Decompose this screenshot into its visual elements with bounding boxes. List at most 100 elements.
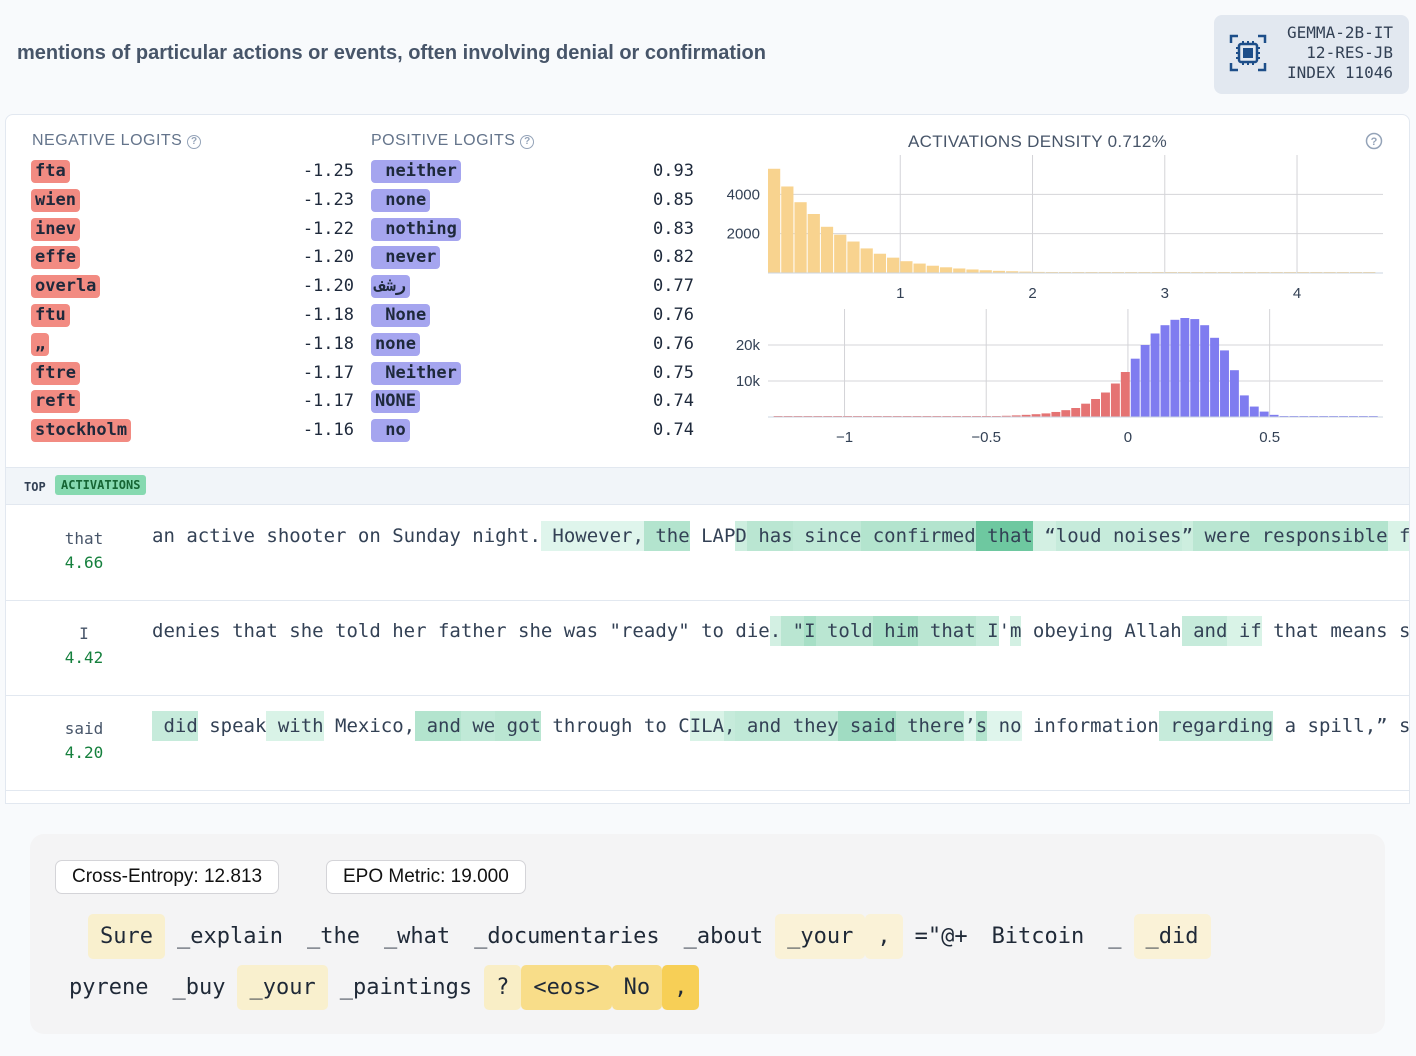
activation-token-segment[interactable]: an active shooter on Sunday night. (152, 525, 541, 547)
pos-logit-row[interactable]: رشف 0.77 (371, 274, 694, 303)
activation-token-segment[interactable]: ' (998, 620, 1011, 642)
neg-logit-row[interactable]: effe -1.20 (31, 245, 354, 274)
activation-token-segment[interactable]: denies that she told her father she was … (152, 620, 770, 642)
prompt-token[interactable]: _your (237, 965, 328, 1010)
neg-logit-row[interactable]: fta -1.25 (31, 159, 354, 188)
prompt-token[interactable]: ? (484, 965, 522, 1010)
activation-token-segment[interactable]: s (975, 711, 988, 741)
activation-token-segment[interactable]: m (1010, 616, 1022, 646)
neg-logit-row[interactable]: ftre -1.17 (31, 361, 354, 390)
prompt-token[interactable]: Bitcoin (991, 924, 1085, 949)
prompt-token[interactable]: pyrene (69, 975, 149, 1000)
prompt-token[interactable]: _the (306, 924, 360, 949)
activation-token-segment[interactable]: they (781, 711, 839, 741)
activation-token-segment[interactable]: ILA (689, 711, 725, 741)
pos-logit-row[interactable]: Neither 0.75 (371, 361, 694, 390)
neg-logit-row[interactable]: overla -1.20 (31, 274, 354, 303)
activation-token-segment[interactable]: means sacrificing everything, (1330, 620, 1410, 642)
neg-logit-row[interactable]: reft -1.17 (31, 389, 354, 418)
prompt-token[interactable]: _buy (172, 975, 226, 1000)
activation-token-segment[interactable]: noises (1101, 521, 1182, 551)
prompt-token[interactable]: _paintings (339, 975, 473, 1000)
activation-token-segment[interactable]: I (804, 616, 816, 646)
activation-token-segment[interactable]: got (495, 711, 541, 741)
prompt-token[interactable]: _what (383, 924, 451, 949)
activation-token-segment[interactable]: D (735, 521, 747, 551)
prompt-token[interactable]: No (611, 965, 663, 1010)
activation-token-segment[interactable]: told (815, 616, 873, 646)
activation-token-segment[interactable]: that (1261, 620, 1319, 642)
activations-label[interactable]: ACTIVATIONS (55, 475, 147, 495)
activation-token-segment[interactable]: information (1021, 715, 1159, 737)
activation-token-segment[interactable]: However, (540, 521, 644, 551)
activation-token-segment[interactable]: did (152, 711, 198, 741)
prompt-token[interactable]: , (865, 914, 903, 959)
activation-token-segment[interactable]: LAP (689, 525, 736, 547)
activation-token-segment[interactable]: regarding (1158, 711, 1274, 741)
activation-token-segment[interactable]: Mexico, (323, 715, 416, 737)
activation-token-segment[interactable]: if (1227, 616, 1262, 646)
activation-token-segment[interactable]: a (1273, 715, 1297, 737)
pos-logit-row[interactable]: never 0.82 (371, 245, 694, 274)
prompt-token[interactable]: Sure (88, 914, 165, 959)
neg-logit-row[interactable]: „ -1.18 (31, 332, 354, 361)
activation-token-segment[interactable]: there (895, 711, 965, 741)
model-badge[interactable]: GEMMA-2B-IT 12-RES-JB INDEX 11046 (1214, 15, 1409, 94)
activation-token-segment[interactable]: has (746, 521, 793, 551)
activation-token-segment[interactable]: for (1387, 521, 1409, 551)
pos-logit-row[interactable]: NONE 0.74 (371, 389, 694, 418)
activation-token-segment[interactable]: spill,” said Lori Kuczmans (1307, 715, 1410, 737)
activation-token-segment[interactable]: confirmed (861, 521, 976, 551)
prompt-token[interactable]: _did (1133, 914, 1211, 959)
neg-logit-row[interactable]: stockholm -1.16 (31, 418, 354, 447)
activation-token-segment[interactable]: we (460, 711, 496, 741)
pos-logit-row[interactable]: no 0.74 (371, 418, 694, 447)
activation-token-segment[interactable]: were (1193, 521, 1251, 551)
pos-logit-row[interactable]: nothing 0.83 (371, 217, 694, 246)
activation-token-segment[interactable]: ’ (964, 711, 976, 741)
activation-token-segment[interactable]: “ (1032, 521, 1056, 551)
activation-token-segment[interactable]: through to C (540, 715, 690, 737)
activation-row[interactable]: that 4.66 an active shooter on Sunday nigh… (6, 506, 1409, 601)
prompt-token[interactable]: _about (683, 924, 764, 949)
neg-logit-row[interactable]: wien -1.23 (31, 188, 354, 217)
prompt-token[interactable]: _documentaries (474, 924, 660, 949)
activation-token-segment[interactable]: since (792, 521, 862, 551)
pos-logit-row[interactable]: none 0.85 (371, 188, 694, 217)
activation-token-segment[interactable]: and (415, 711, 461, 741)
prompt-token[interactable]: _your (775, 914, 866, 959)
activation-token-segment[interactable]: ” (1181, 521, 1194, 551)
activation-token-segment[interactable]: " (781, 616, 805, 646)
activation-token-segment[interactable]: responsible (1250, 521, 1388, 551)
activation-token-segment[interactable]: , (724, 711, 736, 741)
activation-row[interactable]: said 4.20 did speak with Mexico, and we g… (6, 696, 1409, 791)
activation-token-segment[interactable]: and (735, 711, 782, 741)
question-circle-icon[interactable]: ? (1365, 132, 1383, 155)
neg-logit-row[interactable]: ftu -1.18 (31, 303, 354, 332)
activation-token-segment[interactable]: with (266, 711, 324, 741)
activation-token-segment[interactable]: and (1181, 616, 1228, 646)
activation-token-segment[interactable]: no (987, 711, 1022, 741)
activation-token-segment[interactable]: . (769, 616, 782, 646)
activation-token-segment[interactable]: I (975, 616, 999, 646)
prompt-token[interactable]: ="@+ (914, 924, 968, 949)
prompt-token[interactable]: _explain (176, 924, 283, 949)
activation-row[interactable]: I 4.42 denies that she told her father she… (6, 601, 1409, 696)
activation-token-segment[interactable]: loud (1055, 521, 1102, 551)
prompt-token[interactable]: _ (1108, 924, 1122, 949)
activation-token-segment[interactable]: that (918, 616, 976, 646)
help-icon[interactable]: ? (520, 135, 535, 149)
activation-token-segment[interactable]: that (975, 521, 1033, 551)
prompt-token[interactable]: , (662, 965, 700, 1010)
activation-token-segment[interactable]: the (643, 521, 690, 551)
activation-token-segment[interactable]: said (838, 711, 896, 741)
help-icon[interactable]: ? (187, 135, 202, 149)
activation-token-segment[interactable]: obeying Allah (1021, 620, 1182, 642)
prompt-token[interactable]: <eos> (521, 965, 612, 1010)
activation-token-segment[interactable]: him (872, 616, 919, 646)
pos-logit-row[interactable]: none 0.76 (371, 332, 694, 361)
activation-token-segment[interactable]: speak (197, 715, 267, 737)
pos-logit-row[interactable]: neither 0.93 (371, 159, 694, 188)
neg-logit-row[interactable]: inev -1.22 (31, 217, 354, 246)
pos-logit-row[interactable]: None 0.76 (371, 303, 694, 332)
